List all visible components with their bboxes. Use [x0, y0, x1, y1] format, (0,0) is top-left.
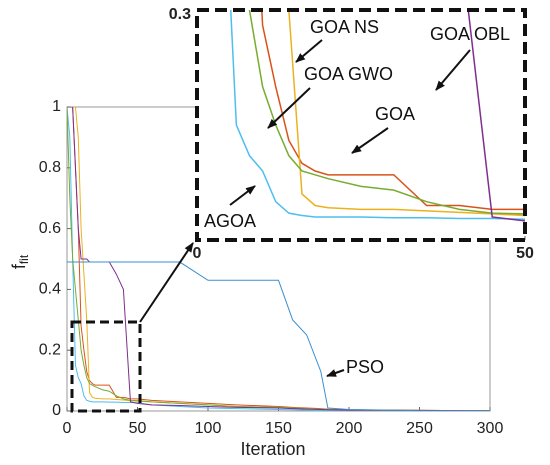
annotation-arrow: [267, 87, 311, 129]
y-label-main: f: [9, 263, 29, 269]
series-line: [248, 10, 525, 215]
annotation: AGOA: [204, 211, 256, 231]
series-line: [229, 10, 525, 221]
annotation: GOA GWO: [304, 64, 393, 84]
y-axis-label: ffit: [9, 254, 31, 269]
x-tick-label: 0: [193, 245, 202, 262]
lines: [67, 107, 490, 411]
annotation: PSO: [346, 357, 384, 377]
series-line: [67, 107, 490, 411]
series-line: [67, 107, 490, 411]
annotation: GOA: [375, 104, 415, 124]
inset-plot: [196, 9, 526, 240]
y-tick-label: 0: [52, 402, 61, 419]
y-tick-label: 0.6: [39, 220, 61, 237]
annotation-arrow: [229, 185, 256, 206]
x-tick-label: 100: [195, 420, 222, 437]
annotation-arrow: [435, 49, 471, 91]
y-tick-label: 0.8: [39, 159, 61, 176]
y-tick-label: 0.3: [169, 6, 191, 23]
series-line: [288, 10, 525, 217]
series-line: [67, 261, 490, 411]
annotation: GOA OBL: [430, 24, 510, 44]
y-tick-label: 1: [52, 98, 61, 115]
annotations: GOA NS GOA GWO GOA GOA OBL AGOA PSO: [204, 17, 510, 377]
inset-frame: [195, 8, 527, 242]
x-tick-label: 250: [406, 420, 433, 437]
series-line: [67, 107, 490, 411]
lines: [229, 10, 525, 222]
x-tick-label: 50: [129, 420, 147, 437]
annotation-arrow: [326, 369, 345, 377]
annotation-arrow: [351, 127, 389, 154]
series-line: [67, 107, 490, 411]
zoom-box: [70, 320, 142, 413]
x-tick-label: 0: [63, 420, 72, 437]
inset-bg: [197, 10, 525, 240]
y-tick-label: 0.2: [39, 341, 61, 358]
x-tick-label: 50: [516, 245, 534, 262]
x-tick-label: 200: [336, 420, 363, 437]
y-tick-label: 0.4: [39, 281, 61, 298]
y-label-sub: fit: [17, 254, 31, 264]
annotation: GOA NS: [310, 17, 379, 37]
zoom-connector: [139, 242, 194, 323]
x-tick-label: 150: [265, 420, 292, 437]
series-line: [261, 10, 525, 211]
x-tick-label: 300: [477, 420, 504, 437]
x-axis-label: Iteration: [240, 439, 305, 459]
annotation-arrow: [295, 39, 323, 63]
